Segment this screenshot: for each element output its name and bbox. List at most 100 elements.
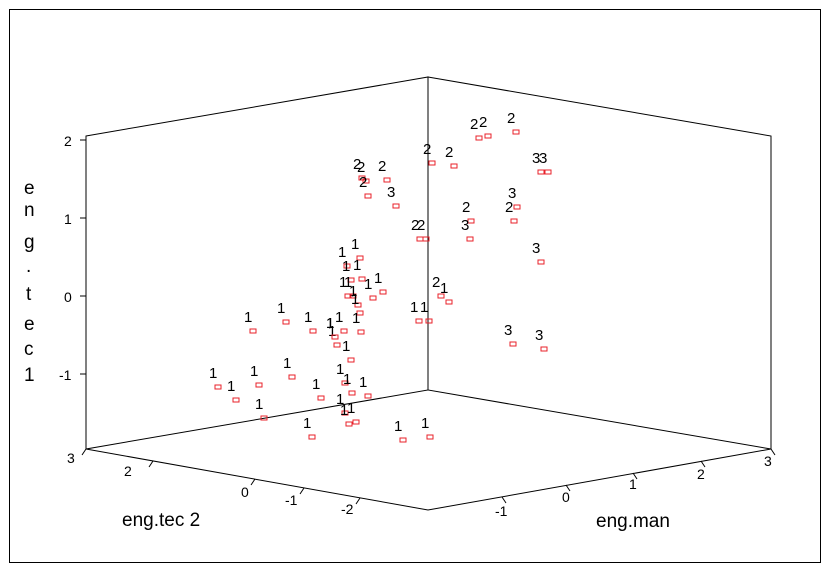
y-tick-label: 0	[241, 484, 249, 500]
data-point: 1	[349, 283, 362, 308]
point-label: 1	[343, 371, 351, 388]
data-point: 1	[359, 374, 372, 399]
point-marker	[415, 318, 423, 324]
data-point: 1	[312, 376, 325, 401]
point-label: 1	[340, 402, 348, 419]
y-tick-label: 3	[67, 450, 75, 466]
point-label: 1	[364, 276, 372, 293]
point-marker	[317, 395, 325, 401]
point-marker	[358, 276, 366, 282]
point-marker	[344, 293, 352, 299]
point-label: 1	[353, 257, 361, 274]
point-label: 2	[479, 114, 487, 131]
point-marker	[364, 393, 372, 399]
point-label: 3	[387, 184, 395, 201]
plot-border	[9, 9, 821, 563]
point-marker	[288, 374, 296, 380]
point-marker	[349, 293, 357, 299]
point-label: 1	[338, 244, 346, 261]
point-label: 3	[539, 150, 547, 167]
point-marker	[347, 357, 355, 363]
data-point: 2	[445, 144, 458, 169]
point-label: 3	[461, 217, 469, 234]
point-label: 3	[532, 150, 540, 167]
point-marker	[484, 133, 492, 139]
point-label: 1	[255, 396, 263, 413]
data-point: 1	[342, 258, 355, 283]
y-tick-mark	[148, 460, 154, 468]
z-axis-title-char: c	[24, 339, 34, 360]
point-marker	[341, 410, 349, 416]
point-marker	[345, 421, 353, 427]
point-label: 1	[277, 300, 285, 317]
point-marker	[308, 434, 316, 440]
x-tick-mark	[565, 484, 571, 492]
z-axis-title-char: .	[26, 256, 31, 277]
point-marker	[540, 346, 548, 352]
point-marker	[309, 328, 317, 334]
point-label: 1	[342, 258, 350, 275]
point-marker	[475, 135, 483, 141]
point-marker	[399, 437, 407, 443]
y-tick-mark	[250, 478, 256, 486]
data-point: 1	[255, 396, 268, 421]
point-marker	[333, 342, 341, 348]
y-tick-label: 2	[124, 463, 132, 479]
point-marker	[255, 382, 263, 388]
data-point: 1	[353, 257, 366, 282]
data-point: 3	[532, 240, 545, 265]
data-point: 1	[283, 355, 296, 380]
data-point: 1	[339, 274, 352, 299]
data-point: 3	[461, 217, 474, 242]
point-label: 2	[432, 274, 440, 291]
z-tick-label: 1	[64, 211, 72, 227]
y-tick-label: -1	[285, 492, 298, 508]
data-point: 2	[479, 114, 492, 139]
data-point: 1	[338, 244, 351, 269]
x-axis-title: eng.man	[596, 511, 670, 532]
floor-front-edges	[85, 448, 772, 511]
data-point: 1	[364, 276, 377, 301]
point-marker	[450, 163, 458, 169]
point-label: 1	[336, 391, 344, 408]
z-tick-label: 0	[64, 289, 72, 305]
point-label: 3	[508, 185, 516, 202]
data-point: 3	[508, 185, 521, 210]
point-label: 1	[359, 374, 367, 391]
x-tick-mark	[501, 496, 507, 504]
data-point: 1	[244, 309, 257, 334]
point-marker	[357, 329, 365, 335]
x-tick-label: 3	[764, 453, 772, 469]
data-point: 1	[343, 371, 356, 396]
data-point: 1	[277, 300, 290, 325]
point-label: 1	[349, 283, 357, 300]
point-marker	[510, 218, 518, 224]
point-marker	[466, 236, 474, 242]
point-label: 2	[357, 159, 365, 176]
point-label: 2	[462, 199, 470, 216]
point-marker	[354, 302, 362, 308]
point-marker	[352, 419, 360, 425]
z-axis-title-char: t	[26, 284, 32, 305]
z-axis-title: e n g . t e c 1	[24, 178, 35, 386]
point-marker	[282, 319, 290, 325]
point-marker	[512, 129, 520, 135]
data-point: 2	[378, 158, 391, 183]
point-label: 2	[417, 217, 425, 234]
data-point: 2	[357, 159, 370, 184]
z-axis-title-char: 1	[24, 365, 35, 386]
point-label: 1	[352, 310, 360, 327]
y-axis-title: eng.tec 2	[122, 510, 200, 531]
data-point: 1	[351, 291, 364, 316]
point-label: 1	[336, 361, 344, 378]
right-back-wall	[427, 76, 772, 450]
point-marker	[364, 193, 372, 199]
point-marker	[537, 259, 545, 265]
point-label: 1	[326, 315, 334, 332]
point-label: 2	[353, 156, 361, 173]
point-label: 1	[351, 236, 359, 253]
y-tick-label: -2	[341, 501, 354, 517]
data-point: 1	[340, 402, 353, 427]
data-point: 3	[532, 150, 545, 175]
